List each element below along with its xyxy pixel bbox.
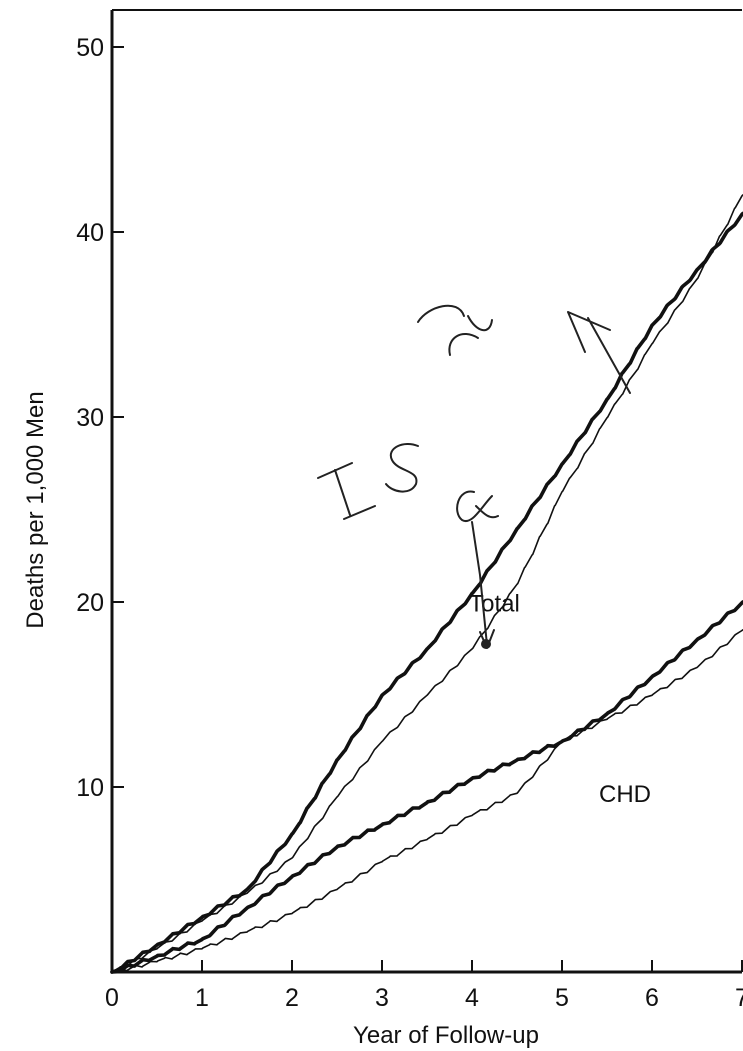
x-tick-label: 3 bbox=[375, 984, 389, 1012]
x-tick-label: 5 bbox=[555, 984, 569, 1012]
y-tick-label: 10 bbox=[76, 774, 104, 802]
series-total-thin-line bbox=[111, 194, 743, 973]
handwriting-uc-mark bbox=[417, 304, 493, 356]
handwriting-arrow-to-thin-total bbox=[471, 521, 495, 649]
series-lines: Total CHD bbox=[110, 194, 743, 974]
x-tick-label: 4 bbox=[465, 984, 479, 1012]
x-axis-title: Year of Follow-up bbox=[353, 1022, 539, 1049]
x-tick-label: 2 bbox=[285, 984, 299, 1012]
y-tick-label: 30 bbox=[76, 404, 104, 432]
handwriting-arrow-upper-right bbox=[567, 311, 631, 394]
label-total: Total bbox=[469, 590, 520, 617]
x-tick-label: 6 bbox=[645, 984, 659, 1012]
handwriting-is-mark bbox=[317, 442, 419, 520]
series-chd-thick-line bbox=[110, 600, 743, 974]
handwriting-dot-marker bbox=[481, 639, 491, 649]
y-tick-label: 50 bbox=[76, 34, 104, 62]
plot-frame bbox=[110, 9, 742, 974]
axis-ticks: 0 1 2 3 4 5 6 7 10 20 30 40 50 bbox=[76, 34, 743, 1012]
x-tick-label: 0 bbox=[105, 984, 119, 1012]
y-tick-label: 20 bbox=[76, 589, 104, 617]
series-total-thick-line bbox=[110, 211, 743, 974]
x-tick-label: 7 bbox=[735, 984, 743, 1012]
y-axis-title: Deaths per 1,000 Men bbox=[22, 391, 49, 628]
handwritten-annotation bbox=[317, 304, 631, 649]
handwriting-alpha-mark bbox=[456, 490, 499, 523]
y-tick-label: 40 bbox=[76, 219, 104, 247]
series-chd-thin-line bbox=[111, 629, 743, 973]
label-chd: CHD bbox=[599, 781, 651, 808]
x-tick-label: 1 bbox=[195, 984, 209, 1012]
